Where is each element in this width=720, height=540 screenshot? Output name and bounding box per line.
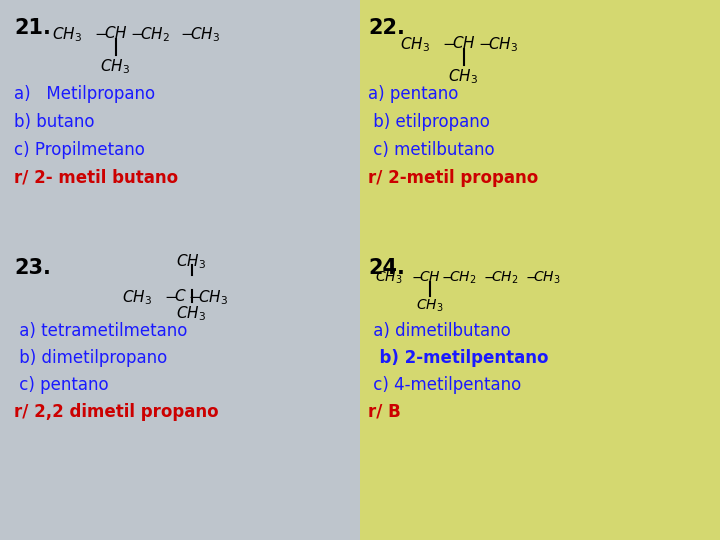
Text: $CH_3$: $CH_3$ xyxy=(416,298,444,314)
Text: $C$: $C$ xyxy=(174,288,186,304)
Text: $CH_3$: $CH_3$ xyxy=(448,67,478,86)
Text: $-$: $-$ xyxy=(442,35,455,50)
Text: 22.: 22. xyxy=(368,18,405,38)
Text: $CH_2$: $CH_2$ xyxy=(140,25,170,44)
Bar xyxy=(0,0,360,540)
Text: $CH_3$: $CH_3$ xyxy=(52,25,82,44)
Text: $-$: $-$ xyxy=(441,270,453,284)
Text: r/ 2-metil propano: r/ 2-metil propano xyxy=(368,169,539,187)
Text: r/ 2- metil butano: r/ 2- metil butano xyxy=(14,169,178,187)
Text: $-$: $-$ xyxy=(180,25,193,40)
Text: $-$: $-$ xyxy=(130,25,143,40)
Text: $CH_3$: $CH_3$ xyxy=(488,35,518,53)
Text: $CH_3$: $CH_3$ xyxy=(375,270,402,286)
Bar xyxy=(360,0,720,540)
Text: $CH_2$: $CH_2$ xyxy=(449,270,477,286)
Text: c) 4-metilpentano: c) 4-metilpentano xyxy=(368,376,521,394)
Text: $CH_3$: $CH_3$ xyxy=(533,270,560,286)
Text: a)   Metilpropano: a) Metilpropano xyxy=(14,85,155,103)
Text: $CH_2$: $CH_2$ xyxy=(491,270,518,286)
Text: $-$: $-$ xyxy=(411,270,423,284)
Text: r/ 2,2 dimetil propano: r/ 2,2 dimetil propano xyxy=(14,403,219,421)
Text: b) 2-metilpentano: b) 2-metilpentano xyxy=(368,349,549,367)
Text: $-$: $-$ xyxy=(188,288,201,303)
Text: 24.: 24. xyxy=(368,258,405,278)
Text: $CH$: $CH$ xyxy=(452,35,476,51)
Text: a) tetrametilmetano: a) tetrametilmetano xyxy=(14,322,193,340)
Text: $CH$: $CH$ xyxy=(104,25,127,41)
Text: $CH_3$: $CH_3$ xyxy=(176,304,206,323)
Text: $-$: $-$ xyxy=(525,270,537,284)
Text: 23.: 23. xyxy=(14,258,51,278)
Text: $-$: $-$ xyxy=(164,288,177,303)
Text: b) dimetilpropano: b) dimetilpropano xyxy=(14,349,167,367)
Text: r/ B: r/ B xyxy=(368,403,401,421)
Text: c) Propilmetano: c) Propilmetano xyxy=(14,141,145,159)
Text: $-$: $-$ xyxy=(94,25,107,40)
Text: $CH_3$: $CH_3$ xyxy=(198,288,228,307)
Text: c) pentano: c) pentano xyxy=(14,376,109,394)
Text: $CH_3$: $CH_3$ xyxy=(100,57,130,76)
Text: b) butano: b) butano xyxy=(14,113,94,131)
Text: $CH$: $CH$ xyxy=(419,270,441,284)
Text: $CH_3$: $CH_3$ xyxy=(190,25,220,44)
Text: c) metilbutano: c) metilbutano xyxy=(368,141,495,159)
Text: $CH_3$: $CH_3$ xyxy=(122,288,152,307)
Text: $-$: $-$ xyxy=(483,270,495,284)
Text: 21.: 21. xyxy=(14,18,51,38)
Text: $-$: $-$ xyxy=(478,35,491,50)
Text: b) etilpropano: b) etilpropano xyxy=(368,113,490,131)
Text: $CH_3$: $CH_3$ xyxy=(400,35,430,53)
Text: $CH_3$: $CH_3$ xyxy=(176,252,206,271)
Text: a) pentano: a) pentano xyxy=(368,85,459,103)
Text: a) dimetilbutano: a) dimetilbutano xyxy=(368,322,510,340)
